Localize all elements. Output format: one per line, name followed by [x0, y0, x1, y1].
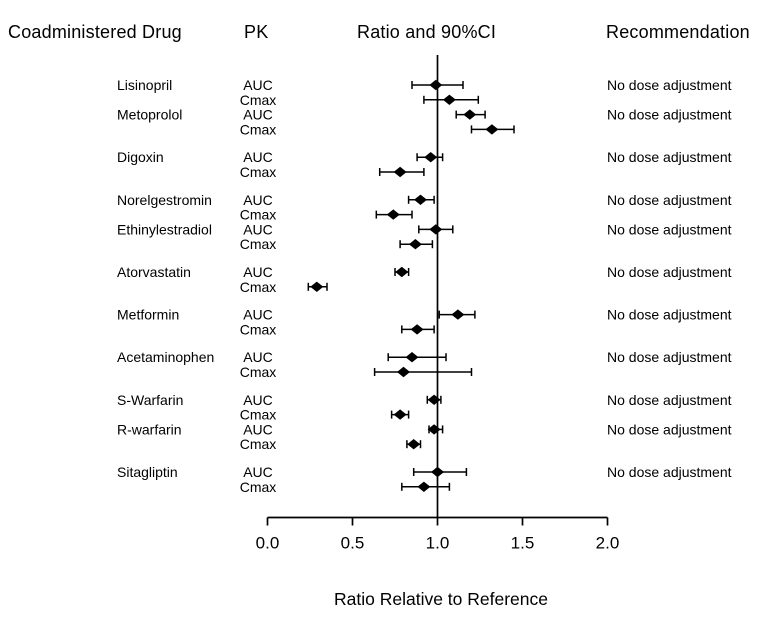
- point-estimate-marker: [386, 209, 400, 220]
- drug-label: Digoxin: [117, 149, 164, 165]
- pk-label: Cmax: [240, 321, 277, 337]
- point-estimate-marker: [408, 239, 422, 250]
- x-axis-tick-label: 0.5: [341, 534, 365, 553]
- drug-label: Metformin: [117, 307, 179, 323]
- drug-label: Atorvastatin: [117, 264, 191, 280]
- point-estimate-marker: [463, 109, 477, 120]
- point-estimate-marker: [431, 466, 444, 478]
- x-axis-tick-label: 0.0: [256, 534, 280, 553]
- drug-label: Metoprolol: [117, 107, 182, 123]
- x-axis-title: Ratio Relative to Reference: [334, 589, 548, 609]
- pk-label: Cmax: [240, 236, 277, 252]
- drug-label: Norelgestromin: [117, 192, 212, 208]
- recommendation-label: No dose adjustment: [607, 421, 732, 437]
- pk-label: AUC: [243, 264, 273, 280]
- pk-label: Cmax: [240, 407, 277, 423]
- pk-label: AUC: [243, 349, 273, 365]
- recommendation-label: No dose adjustment: [607, 264, 732, 280]
- pk-label: Cmax: [240, 121, 277, 137]
- pk-label: Cmax: [240, 164, 277, 180]
- point-estimate-marker: [414, 194, 427, 205]
- point-estimate-marker: [310, 281, 324, 292]
- column-header-coadministered-drug: Coadministered Drug: [8, 22, 182, 42]
- drug-label: Acetaminophen: [117, 349, 214, 365]
- recommendation-label: No dose adjustment: [607, 77, 732, 93]
- recommendation-label: No dose adjustment: [607, 392, 732, 408]
- point-estimate-marker: [424, 152, 438, 163]
- pk-label: AUC: [243, 107, 273, 123]
- column-header-recommendation: Recommendation: [606, 22, 750, 42]
- point-estimate-marker: [442, 94, 456, 105]
- recommendation-label: No dose adjustment: [607, 221, 732, 237]
- point-estimate-marker: [451, 309, 465, 320]
- pk-label: AUC: [243, 392, 273, 408]
- pk-label: Cmax: [240, 92, 277, 108]
- pk-label: AUC: [243, 464, 273, 480]
- point-estimate-marker: [429, 79, 443, 91]
- pk-label: AUC: [243, 307, 273, 323]
- pk-label: Cmax: [240, 364, 277, 380]
- column-header-ratio-and-ci: Ratio and 90%CI: [357, 22, 497, 42]
- pk-label: AUC: [243, 221, 273, 237]
- pk-label: AUC: [243, 149, 273, 165]
- pk-label: Cmax: [240, 279, 277, 295]
- point-estimate-marker: [397, 366, 410, 378]
- recommendation-label: No dose adjustment: [607, 107, 732, 123]
- pk-label: AUC: [243, 192, 273, 208]
- point-estimate-marker: [393, 409, 407, 420]
- column-header-pk: PK: [244, 22, 269, 42]
- x-axis-tick-label: 2.0: [596, 534, 620, 553]
- point-estimate-marker: [417, 481, 431, 492]
- x-axis-tick-label: 1.5: [511, 534, 535, 553]
- drug-label: R-warfarin: [117, 421, 182, 437]
- point-estimate-marker: [410, 324, 424, 335]
- recommendation-label: No dose adjustment: [607, 349, 732, 365]
- pk-label: Cmax: [240, 207, 277, 223]
- point-estimate-marker: [429, 224, 443, 235]
- point-estimate-marker: [405, 352, 419, 363]
- recommendation-label: No dose adjustment: [607, 149, 732, 165]
- drug-label: S-Warfarin: [117, 392, 183, 408]
- recommendation-label: No dose adjustment: [607, 307, 732, 323]
- point-estimate-marker: [427, 424, 441, 435]
- x-axis-tick-label: 1.0: [426, 534, 450, 553]
- pk-label: Cmax: [240, 479, 277, 495]
- pk-label: AUC: [243, 77, 273, 93]
- drug-label: Ethinylestradiol: [117, 221, 212, 237]
- point-estimate-marker: [407, 439, 421, 450]
- point-estimate-marker: [485, 124, 499, 135]
- point-estimate-marker: [393, 166, 407, 178]
- point-estimate-marker: [395, 266, 409, 278]
- point-estimate-marker: [427, 394, 441, 405]
- drug-label: Lisinopril: [117, 77, 172, 93]
- recommendation-label: No dose adjustment: [607, 464, 732, 480]
- recommendation-label: No dose adjustment: [607, 192, 732, 208]
- pk-label: AUC: [243, 421, 273, 437]
- pk-label: Cmax: [240, 436, 277, 452]
- drug-label: Sitagliptin: [117, 464, 178, 480]
